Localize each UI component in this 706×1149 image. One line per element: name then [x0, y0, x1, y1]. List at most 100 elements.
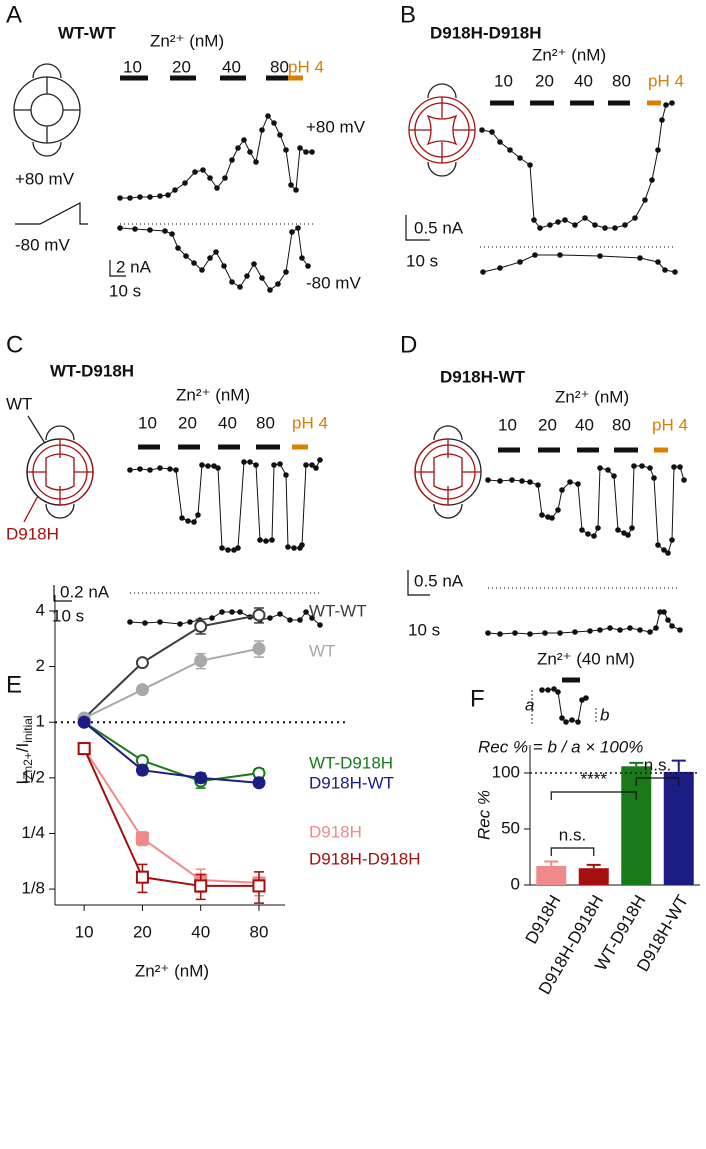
conc: 40 — [222, 57, 241, 76]
panel-b: B D918H-D918H Zn²⁺ (nM) 10 20 40 80 pH 4… — [400, 1, 684, 275]
scale-label: 10 s — [408, 620, 440, 639]
series-label: WT-WT — [309, 601, 367, 620]
error-bar — [629, 761, 644, 767]
panel-title: D918H-WT — [440, 367, 526, 386]
conc: 10 — [494, 71, 513, 90]
channel-icon — [13, 63, 81, 157]
conc: 40 — [218, 413, 237, 432]
scale-label: 2 nA — [116, 257, 152, 276]
marker — [252, 879, 266, 893]
y-tick-label: 1/8 — [21, 879, 45, 898]
conc: 40 — [575, 415, 594, 434]
x-axis-label: Zn²⁺ (nM) — [135, 961, 209, 980]
series-line — [83, 721, 260, 784]
y-tick-label: 50 — [501, 818, 520, 837]
conc: 80 — [270, 57, 289, 76]
scale-label: 10 s — [52, 606, 84, 625]
error-bar — [586, 863, 601, 869]
series-label: D918H-D918H — [309, 849, 421, 868]
inset-label: Zn²⁺ (40 nM) — [537, 649, 635, 668]
zn-label: Zn²⁺ (nM) — [176, 385, 250, 404]
series-line — [83, 748, 259, 887]
marker — [135, 656, 149, 670]
conc: 10 — [138, 413, 157, 432]
marker — [135, 763, 149, 777]
series-label: WT-D918H — [309, 753, 393, 772]
scale-bar — [109, 260, 126, 277]
conc: 10 — [123, 57, 142, 76]
x-tick-label: 20 — [133, 922, 152, 941]
trace — [485, 463, 687, 556]
scale-bar — [405, 215, 430, 241]
conc: 20 — [538, 415, 557, 434]
inset-var: a — [525, 695, 534, 714]
protocol-label: +80 mV — [15, 169, 75, 188]
scale-label: 0.5 nA — [414, 571, 464, 590]
panel-label: E — [6, 671, 22, 698]
panel-label: C — [6, 331, 23, 358]
trace-label: -80 mV — [306, 273, 361, 292]
panel-label: A — [6, 1, 22, 28]
series-label: D918H-WT — [309, 773, 394, 792]
scale-label: 0.5 nA — [414, 218, 464, 237]
conc: 80 — [612, 71, 631, 90]
channel-icon — [414, 425, 482, 519]
marker — [77, 715, 91, 729]
significance-label: n.s. — [644, 755, 671, 774]
panel-title: D918H-D918H — [430, 23, 542, 42]
panel-title: WT-D918H — [50, 361, 134, 380]
conc: 20 — [172, 57, 191, 76]
marker — [135, 870, 149, 884]
trace — [479, 100, 675, 231]
bar — [578, 868, 609, 885]
marker — [194, 771, 208, 785]
x-tick-label: 10 — [75, 922, 94, 941]
panel-label: B — [400, 1, 416, 28]
formula: Rec % = b / a × 100% — [478, 737, 643, 756]
y-tick-label: 1/2 — [21, 767, 45, 786]
significance-label: n.s. — [559, 825, 586, 844]
marker — [194, 879, 208, 893]
trace — [485, 609, 683, 637]
scale-label: 10 s — [406, 251, 438, 270]
marker — [252, 642, 266, 656]
trace — [127, 457, 323, 553]
significance-label: **** — [581, 769, 608, 788]
conc: 40 — [574, 71, 593, 90]
conc: 20 — [178, 413, 197, 432]
measure-brackets — [531, 690, 597, 724]
scale-bar — [53, 585, 72, 602]
protocol-label: -80 mV — [15, 235, 70, 254]
marker — [194, 654, 208, 668]
panel-d: D D918H-WT Zn²⁺ (nM) 10 20 40 80 pH 4 0.… — [400, 331, 688, 639]
y-tick-label: 100 — [492, 762, 520, 781]
y-tick-label: 2 — [36, 656, 45, 675]
subunit-label: D918H — [6, 524, 59, 543]
y-axis-label: IZn2+/Iinitial — [13, 715, 35, 784]
y-tick-label: 4 — [36, 600, 45, 619]
marker — [135, 831, 149, 845]
channel-icon — [408, 83, 476, 177]
series-line — [83, 647, 260, 720]
conc: 20 — [535, 71, 554, 90]
panel-a: A WT-WT Zn²⁺ (nM) 10 20 40 80 pH 4 +80 m… — [6, 1, 366, 300]
conc: 80 — [256, 413, 275, 432]
y-axis-label: Rec % — [474, 790, 493, 840]
panel-title: WT-WT — [58, 23, 116, 42]
scale-label: 0.2 nA — [60, 582, 110, 601]
acid-label: pH 4 — [288, 57, 324, 76]
marker — [252, 608, 266, 622]
series-line — [83, 748, 260, 884]
trace — [127, 609, 323, 628]
series-line — [83, 721, 260, 783]
series-label: WT — [309, 641, 335, 660]
trace — [480, 252, 678, 275]
trace — [117, 225, 311, 293]
y-tick-label: 0 — [511, 874, 520, 893]
bar — [536, 865, 567, 885]
ylabel-part: I — [13, 780, 32, 785]
y-tick-label: 1/4 — [21, 823, 45, 842]
marker — [252, 776, 266, 790]
y-tick-label: 1 — [36, 712, 45, 731]
acid-label: pH 4 — [292, 413, 328, 432]
